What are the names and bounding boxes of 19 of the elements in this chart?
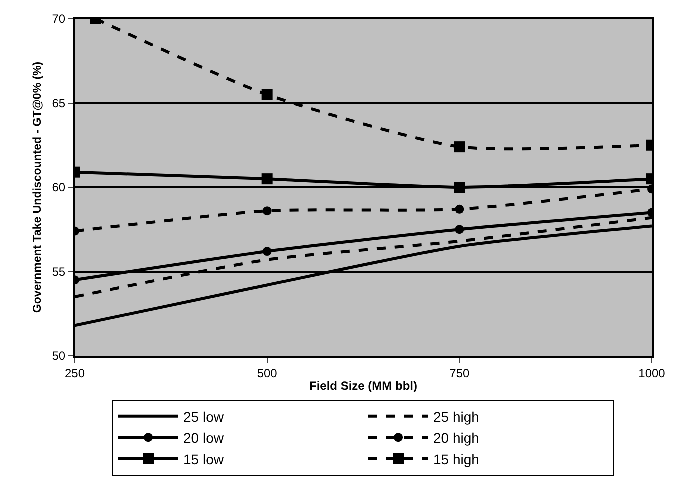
point xyxy=(454,142,466,153)
legend-label: 25 low xyxy=(184,408,225,425)
y-tick-label: 55 xyxy=(52,264,66,279)
legend-label: 25 high xyxy=(434,408,480,425)
x-tick-label: 500 xyxy=(257,366,278,380)
legend-label: 20 high xyxy=(434,430,480,446)
legend-label: 15 high xyxy=(434,451,480,468)
y-tick-label: 60 xyxy=(52,180,66,195)
y-axis-title: Government Take Undiscounted - GT@0% (%) xyxy=(32,62,44,314)
y-tick-label: 65 xyxy=(52,96,66,110)
y-tick-label: 70 xyxy=(52,12,66,26)
legend-label: 15 low xyxy=(184,451,225,468)
legend-label: 20 low xyxy=(184,430,225,446)
x-tick-label: 750 xyxy=(450,366,470,380)
x-tick-label: 250 xyxy=(64,366,86,380)
y-tick-label: 50 xyxy=(52,349,66,364)
x-axis-title: Field Size (MM bbl) xyxy=(310,378,418,393)
x-tick-label: 1000 xyxy=(638,366,666,380)
point xyxy=(262,89,273,100)
